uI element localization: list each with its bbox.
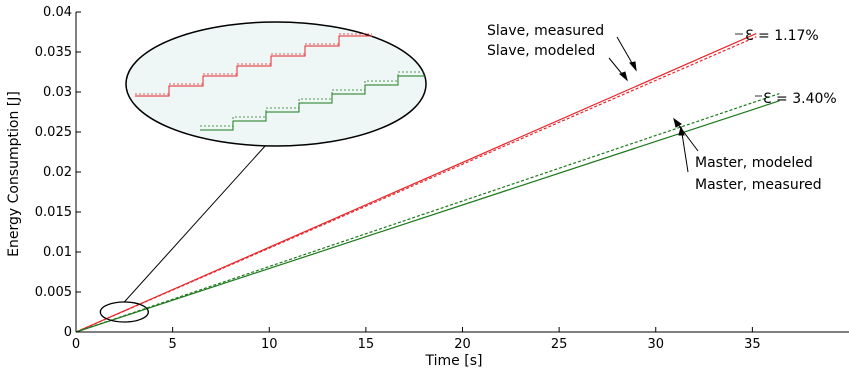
series-line-1 (75, 36, 757, 333)
series-line-3 (75, 100, 780, 333)
series-line-0 (75, 33, 757, 333)
plot-area (75, 33, 780, 333)
y-axis-title: Energy Consumption [J] (6, 91, 22, 257)
zoom-leader-line (123, 144, 267, 303)
annotation-arrows (608, 33, 762, 173)
label-slave-modeled: Slave, modeled (487, 43, 595, 59)
y-tick-label: 0.025 (35, 125, 72, 140)
x-tick-label: 25 (551, 337, 568, 352)
series-line-2 (75, 93, 780, 333)
inset-slave-measured (135, 35, 372, 97)
zoom-inset (99, 21, 427, 323)
x-tick-label: 20 (454, 337, 471, 352)
inset-slave-modeled (135, 33, 372, 95)
x-tick-label: 30 (647, 337, 664, 352)
label-master-error: Ɛ = 3.40% (763, 91, 837, 107)
inset-ellipse (125, 21, 427, 147)
x-tick-label: 0 (72, 337, 80, 352)
y-tick-label: 0.015 (35, 205, 72, 220)
label-master-modeled: Master, modeled (695, 155, 813, 171)
arrowhead-slave-measured (629, 61, 637, 72)
x-tick-label: 10 (261, 337, 278, 352)
y-tick-label: 0.035 (35, 45, 72, 60)
arrowhead-master-modeled (673, 117, 682, 128)
label-slave-error: Ɛ = 1.17% (745, 28, 819, 44)
inset-master-measured (200, 75, 425, 131)
y-tick-label: 0.04 (43, 5, 72, 20)
y-tick-label: 0.02 (43, 165, 72, 180)
label-master-measured: Master, measured (695, 177, 822, 193)
y-tick-label: 0.005 (35, 285, 72, 300)
x-tick-label: 35 (744, 337, 761, 352)
x-tick-label: 15 (358, 337, 375, 352)
arrowhead-slave-modeled (619, 71, 628, 82)
y-tick-label: 0 (64, 325, 72, 340)
y-tick-label: 0.03 (43, 85, 72, 100)
y-tick-label: 0.01 (43, 245, 72, 260)
label-slave-measured: Slave, measured (487, 23, 604, 39)
inset-master-modeled (200, 71, 425, 127)
axes: 0 5 10 15 20 25 30 35 0 0.005 0.01 0.015 0.02 0.025 0.… (35, 5, 849, 352)
x-tick-label: 5 (168, 337, 176, 352)
zoom-marker (99, 301, 149, 323)
x-axis-title: Time [s] (425, 353, 483, 369)
arrowhead-master-measured (678, 125, 685, 136)
